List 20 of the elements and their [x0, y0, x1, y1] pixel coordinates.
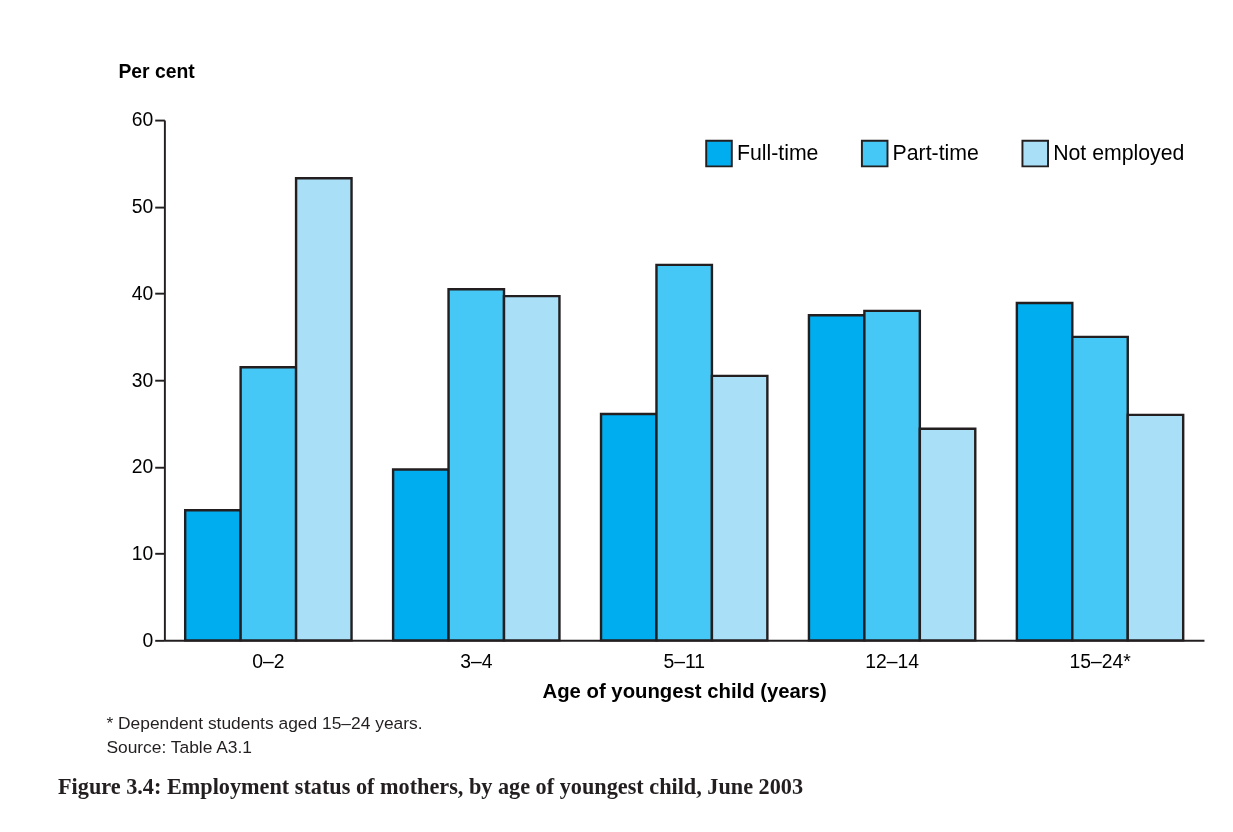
x-tick-label: 15–24*: [1069, 649, 1132, 672]
text: Figure 3.4: Employment status of mothers, by age of youngest child, June 2003: [58, 773, 804, 799]
y-tick-label: 60: [131, 108, 154, 131]
y-tick-label: 50: [131, 195, 154, 218]
x-axis-title: Age of youngest child (years): [542, 679, 827, 702]
y-tick-label: 20: [131, 455, 154, 478]
source-note: Source: Table A3.1: [106, 737, 253, 758]
x-tick-label: 5–11: [663, 649, 705, 672]
y-tick-label: 0: [142, 628, 154, 651]
x-tick-label: 12–14: [865, 649, 920, 672]
y-tick-label: 10: [131, 541, 154, 564]
y-axis-title: Per cent: [118, 60, 196, 83]
y-tick-label: 30: [131, 368, 154, 391]
legend-label: Full-time: [736, 141, 819, 166]
legend-label: Part-time: [892, 141, 979, 166]
x-tick-label: 0–2: [252, 649, 285, 672]
text: * Dependent students aged 15–24 years.: [106, 712, 423, 733]
x-tick-label: 3–4: [460, 649, 493, 672]
legend-label: Not employed: [1053, 141, 1185, 166]
y-tick-label: 40: [131, 281, 154, 304]
